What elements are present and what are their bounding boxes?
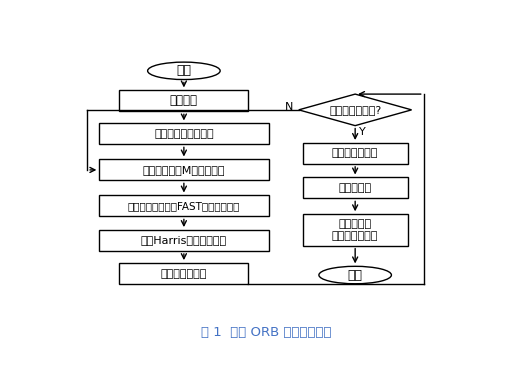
Text: 结束: 结束 bbox=[348, 269, 362, 282]
FancyBboxPatch shape bbox=[99, 195, 268, 216]
Text: 计算Harris响应值特征点: 计算Harris响应值特征点 bbox=[141, 236, 227, 245]
Text: N: N bbox=[284, 103, 293, 112]
Text: 构建图像尺度金字塔: 构建图像尺度金字塔 bbox=[154, 129, 214, 139]
FancyBboxPatch shape bbox=[120, 90, 249, 112]
FancyBboxPatch shape bbox=[303, 177, 408, 199]
FancyBboxPatch shape bbox=[120, 263, 249, 284]
Text: 使用改进的自适应FAST对特征点提取: 使用改进的自适应FAST对特征点提取 bbox=[128, 201, 240, 211]
Text: 计算特征点
分布的均匀情况: 计算特征点 分布的均匀情况 bbox=[332, 219, 379, 241]
FancyBboxPatch shape bbox=[303, 143, 408, 164]
Text: 读入图像: 读入图像 bbox=[170, 94, 198, 107]
Polygon shape bbox=[298, 94, 412, 126]
Text: 剔除重叠特征点: 剔除重叠特征点 bbox=[332, 149, 379, 158]
Text: 开始: 开始 bbox=[176, 64, 191, 77]
Text: 移除边界特征点: 移除边界特征点 bbox=[161, 269, 207, 278]
FancyBboxPatch shape bbox=[99, 230, 268, 251]
Text: Y: Y bbox=[359, 127, 366, 137]
Ellipse shape bbox=[148, 62, 220, 80]
FancyBboxPatch shape bbox=[99, 123, 268, 144]
Text: 到达金字塔底层?: 到达金字塔底层? bbox=[329, 105, 381, 115]
Text: 图 1  改进 ORB 算法的流程图: 图 1 改进 ORB 算法的流程图 bbox=[201, 326, 332, 339]
FancyBboxPatch shape bbox=[303, 214, 408, 246]
FancyBboxPatch shape bbox=[99, 160, 268, 181]
Text: 输出特征点: 输出特征点 bbox=[339, 183, 372, 193]
Text: 提取金字塔第M层的特征点: 提取金字塔第M层的特征点 bbox=[142, 165, 225, 175]
Ellipse shape bbox=[319, 266, 392, 284]
